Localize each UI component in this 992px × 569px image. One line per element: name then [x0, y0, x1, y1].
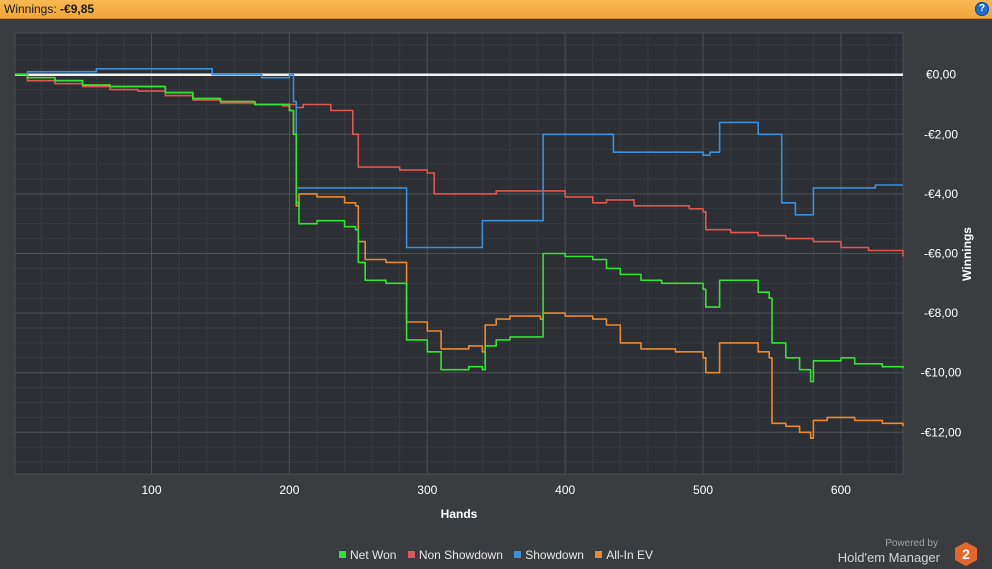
winnings-label: Winnings: — [4, 2, 57, 16]
x-tick-label: 100 — [141, 483, 161, 497]
x-tick-label: 600 — [831, 483, 851, 497]
x-tick-label: 400 — [555, 483, 575, 497]
legend-label: Net Won — [350, 548, 397, 562]
y-tick-label: -€2,00 — [924, 127, 958, 141]
y-tick-label: -€10,00 — [921, 366, 962, 380]
legend-swatch — [514, 551, 522, 558]
x-axis-ticks: 100 200 300 400 500 600 — [141, 483, 851, 497]
x-tick-label: 300 — [417, 483, 437, 497]
powered-by-text: Powered by — [885, 538, 938, 549]
x-tick-label: 200 — [279, 483, 299, 497]
y-tick-label: -€12,00 — [921, 425, 962, 439]
legend-swatch — [339, 551, 347, 558]
x-tick-label: 500 — [693, 483, 713, 497]
legend: Net Won Non Showdown Showdown All-In EV — [0, 548, 992, 562]
y-axis-label: Winnings — [960, 227, 974, 281]
series-layer — [15, 68, 904, 439]
logo-digit: 2 — [962, 546, 970, 562]
winnings-summary: Winnings: -€9,85 — [4, 0, 94, 18]
x-axis-label: Hands — [441, 507, 478, 521]
series-line-net-won — [15, 73, 904, 383]
legend-label: All-In EV — [606, 548, 653, 562]
legend-item-showdown[interactable]: Showdown — [514, 548, 584, 562]
winnings-value: -€9,85 — [60, 2, 95, 16]
y-tick-label: -€8,00 — [924, 306, 958, 320]
y-axis-ticks: €0,00 -€2,00 -€4,00 -€6,00 -€8,00 -€10,00 -€12… — [921, 68, 962, 440]
legend-label: Non Showdown — [418, 548, 503, 562]
legend-label: Showdown — [525, 548, 584, 562]
title-bar: Winnings: -€9,85 ? — [0, 0, 992, 19]
minor-grid — [15, 33, 903, 474]
help-icon[interactable]: ? — [975, 2, 989, 16]
hem2-logo-icon: 2 — [955, 542, 977, 566]
brand-name: Hold'em Manager — [837, 550, 940, 565]
series-line-showdown — [15, 68, 903, 249]
series-line-non-showdown — [15, 73, 904, 257]
legend-item-all-in-ev[interactable]: All-In EV — [595, 548, 653, 562]
legend-item-net-won[interactable]: Net Won — [339, 548, 396, 562]
legend-item-non-showdown[interactable]: Non Showdown — [407, 548, 503, 562]
legend-swatch — [407, 551, 415, 558]
y-tick-label: -€4,00 — [924, 187, 958, 201]
brand-block: Powered by Hold'em Manager 2 — [837, 538, 978, 566]
y-tick-label: €0,00 — [926, 68, 956, 82]
legend-swatch — [595, 551, 603, 558]
y-tick-label: -€6,00 — [924, 247, 958, 261]
